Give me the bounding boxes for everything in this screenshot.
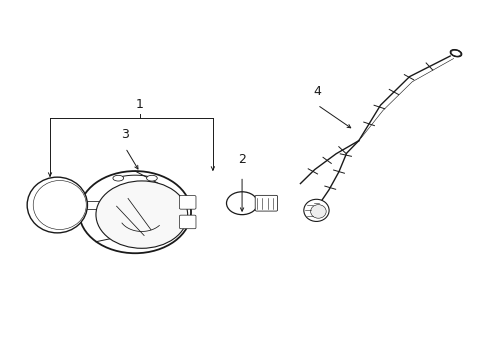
Ellipse shape xyxy=(27,177,87,233)
Text: 4: 4 xyxy=(313,85,321,98)
Ellipse shape xyxy=(33,180,86,230)
Circle shape xyxy=(226,192,257,215)
Text: 2: 2 xyxy=(238,153,245,166)
Ellipse shape xyxy=(310,204,325,218)
Text: 3: 3 xyxy=(121,128,129,141)
FancyBboxPatch shape xyxy=(179,215,196,229)
Ellipse shape xyxy=(79,171,191,253)
Ellipse shape xyxy=(303,199,328,221)
Ellipse shape xyxy=(96,181,187,248)
FancyBboxPatch shape xyxy=(255,195,277,211)
Text: 1: 1 xyxy=(136,98,143,111)
FancyBboxPatch shape xyxy=(179,195,196,209)
Ellipse shape xyxy=(449,50,461,57)
Ellipse shape xyxy=(113,175,123,181)
Ellipse shape xyxy=(146,175,157,181)
